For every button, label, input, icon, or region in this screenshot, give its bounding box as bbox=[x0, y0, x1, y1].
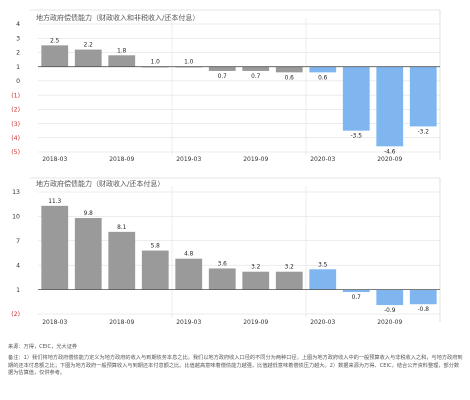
bar-2019-12 bbox=[275, 66, 303, 73]
data-label: -0.9 bbox=[384, 308, 396, 314]
data-label: 1.0 bbox=[184, 60, 194, 66]
bar-2018-09 bbox=[108, 231, 136, 290]
x-tick-label: 2018-09 bbox=[109, 156, 134, 163]
data-label: -0.8 bbox=[418, 307, 430, 313]
footnote-note: 备注：1）我们将地方政府偿债能力定义为地方政府的收入与到期债务本息之比。我们以地… bbox=[8, 355, 463, 377]
data-label: 0.6 bbox=[318, 75, 328, 81]
data-label: 2.5 bbox=[50, 38, 60, 44]
bar-2019-09 bbox=[242, 271, 270, 290]
data-label: 5.8 bbox=[151, 244, 161, 250]
y-tick-label: 2 bbox=[16, 50, 20, 57]
y-tick-label: 7 bbox=[16, 238, 20, 245]
chart-debt-capacity-bottom: 地方政府偿债能力（财政收入/还本付息） 13 10 7 4 1 (2) 11.3 9.8 8.1… bbox=[11, 177, 441, 326]
bar-2019-12 bbox=[275, 271, 303, 290]
bar-2020-09 bbox=[376, 66, 404, 147]
y-tick-label: (2) bbox=[11, 107, 20, 114]
bar-2018-09 bbox=[108, 55, 136, 67]
data-label: -3.2 bbox=[418, 129, 430, 135]
y-tick-label: (3) bbox=[11, 121, 20, 128]
bar-2018-06 bbox=[74, 218, 102, 290]
bar-2020-12 bbox=[409, 289, 437, 305]
data-label: 0.7 bbox=[251, 74, 261, 80]
x-tick-label: 2020-09 bbox=[377, 156, 402, 163]
y-tick-label: 3 bbox=[16, 35, 20, 42]
x-tick-label: 2019-09 bbox=[243, 156, 268, 163]
data-label: 2.2 bbox=[84, 43, 94, 49]
bar-2019-06 bbox=[208, 66, 236, 71]
bar-2019-06 bbox=[208, 268, 236, 290]
data-label: 0.7 bbox=[352, 295, 362, 301]
y-tick-label: 1 bbox=[16, 287, 20, 294]
bar-2020-12 bbox=[409, 66, 437, 127]
bar-2020-03 bbox=[309, 269, 337, 290]
chart-title: 地方政府偿债能力（财政收入和非税收入/还本付息） bbox=[36, 13, 199, 22]
chart-debt-capacity-top: 地方政府偿债能力（财政收入和非税收入/还本付息） 4 3 2 1 0 (1) (2) (3) (… bbox=[11, 9, 441, 163]
footnote-source: 来源：万得，CEIC，光大证券 bbox=[8, 344, 78, 350]
bar-2020-03 bbox=[309, 66, 337, 73]
x-tick-label: 2019-03 bbox=[176, 156, 201, 163]
bar-2019-09 bbox=[242, 66, 270, 71]
data-label: 11.3 bbox=[48, 199, 61, 205]
y-tick-label: 4 bbox=[16, 262, 20, 269]
bar-2020-06 bbox=[342, 66, 370, 131]
x-tick-label: 2019-09 bbox=[243, 319, 268, 326]
x-tick-label: 2020-09 bbox=[377, 319, 402, 326]
y-tick-label: 1 bbox=[16, 64, 20, 71]
data-label: -3.5 bbox=[351, 134, 363, 140]
data-label: 0.7 bbox=[218, 74, 228, 80]
data-label: 3.2 bbox=[285, 265, 295, 271]
x-tick-label: 2018-09 bbox=[109, 319, 134, 326]
data-label: -4.6 bbox=[384, 149, 396, 155]
y-tick-label: (2) bbox=[11, 311, 20, 318]
bar-2020-06 bbox=[342, 289, 370, 293]
data-label: 0.6 bbox=[285, 75, 295, 81]
y-tick-label: 13 bbox=[12, 189, 20, 196]
y-tick-label: 4 bbox=[16, 21, 20, 28]
x-tick-label: 2018-03 bbox=[42, 156, 67, 163]
data-label: 1.0 bbox=[151, 60, 161, 66]
y-tick-label: 0 bbox=[16, 78, 20, 85]
y-tick-label: (5) bbox=[11, 149, 20, 156]
bar-2018-03 bbox=[41, 205, 69, 290]
bar-2018-12 bbox=[141, 250, 169, 290]
x-tick-label: 2020-03 bbox=[310, 156, 335, 163]
data-label: 3.5 bbox=[318, 262, 328, 268]
y-tick-label: (1) bbox=[11, 92, 20, 99]
x-tick-label: 2018-03 bbox=[42, 319, 67, 326]
data-label: 3.2 bbox=[251, 265, 261, 271]
x-tick-label: 2019-03 bbox=[176, 319, 201, 326]
bar-2018-03 bbox=[41, 45, 69, 67]
data-label: 1.8 bbox=[117, 48, 127, 54]
chart-title: 地方政府偿债能力（财政收入/还本付息） bbox=[36, 179, 164, 188]
data-label: 3.6 bbox=[218, 261, 228, 267]
bar-2020-09 bbox=[376, 289, 404, 306]
bar-2018-06 bbox=[74, 49, 102, 67]
y-tick-label: (4) bbox=[11, 135, 20, 142]
data-label: 4.8 bbox=[184, 252, 194, 258]
x-tick-label: 2020-03 bbox=[310, 319, 335, 326]
data-label: 9.8 bbox=[84, 211, 94, 217]
bar-2019-03 bbox=[175, 258, 203, 290]
y-tick-label: 10 bbox=[12, 214, 20, 221]
data-label: 8.1 bbox=[117, 225, 127, 231]
